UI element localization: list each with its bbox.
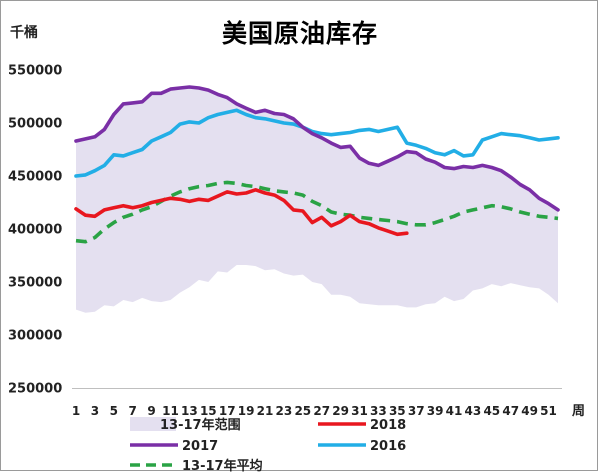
x-tick-label: 43 <box>465 404 482 418</box>
x-tick-label: 27 <box>313 404 330 418</box>
series-line-0 <box>74 188 409 237</box>
x-tick-label: 15 <box>200 404 217 418</box>
y-tick-label: 550000 <box>8 64 62 79</box>
x-tick-label: 13 <box>181 404 198 418</box>
y-tick-label: 350000 <box>8 276 62 291</box>
x-tick-label: 21 <box>257 404 274 418</box>
range-band-area <box>76 87 558 313</box>
x-tick-label: 35 <box>389 404 406 418</box>
x-tick-label: 23 <box>276 404 293 418</box>
y-tick-label: 450000 <box>8 170 62 185</box>
legend-label-series-2: 2016 <box>370 439 406 454</box>
x-tick-label: 11 <box>162 404 179 418</box>
y-tick-label: 300000 <box>8 329 62 344</box>
axes-layer: 250000 300000 350000 400000 450000 500000 5500… <box>8 64 585 420</box>
x-tick-label: 45 <box>483 404 500 418</box>
series-line-1 <box>74 85 560 212</box>
x-tick-label: 5 <box>110 404 118 418</box>
x-tick-label: 33 <box>370 404 387 418</box>
y-tick-label: 400000 <box>8 223 62 238</box>
x-tick-label: 37 <box>408 404 425 418</box>
legend-swatch-range-band <box>130 417 176 431</box>
x-tick-label: 47 <box>502 404 519 418</box>
legend-label-series-0: 2018 <box>370 418 406 433</box>
y-unit-label: 千桶 <box>10 25 38 41</box>
y-tick-label: 500000 <box>8 117 62 132</box>
x-tick-label: 1 <box>72 404 80 418</box>
y-tick-label: 250000 <box>8 382 62 397</box>
x-tick-label: 39 <box>427 404 444 418</box>
x-tick-label: 3 <box>91 404 99 418</box>
range-band-layer <box>76 87 558 313</box>
x-tick-label: 49 <box>521 404 538 418</box>
legend-label-range-band: 13-17年范围 <box>160 417 241 433</box>
x-tick-label: 17 <box>219 404 236 418</box>
x-tick-label: 7 <box>129 404 137 418</box>
x-tick-label: 9 <box>147 404 155 418</box>
x-tick-label: 41 <box>446 404 463 418</box>
series-lines-layer <box>74 85 560 244</box>
x-tick-label: 25 <box>294 404 311 418</box>
legend-label-series-1: 2017 <box>182 439 218 454</box>
series-line-3 <box>75 180 559 244</box>
series-line-2 <box>74 108 560 178</box>
x-tick-label: 19 <box>238 404 255 418</box>
x-tick-label: 51 <box>540 404 557 418</box>
chart-title: 美国原油库存 <box>221 19 378 48</box>
legend: 13-17年范围 2018 2017 2016 13-17年平均 <box>130 417 406 473</box>
x-tick-label: 29 <box>332 404 349 418</box>
x-axis-title: 周 <box>572 404 585 419</box>
legend-label-series-3: 13-17年平均 <box>182 458 263 473</box>
x-tick-label: 31 <box>351 404 368 418</box>
